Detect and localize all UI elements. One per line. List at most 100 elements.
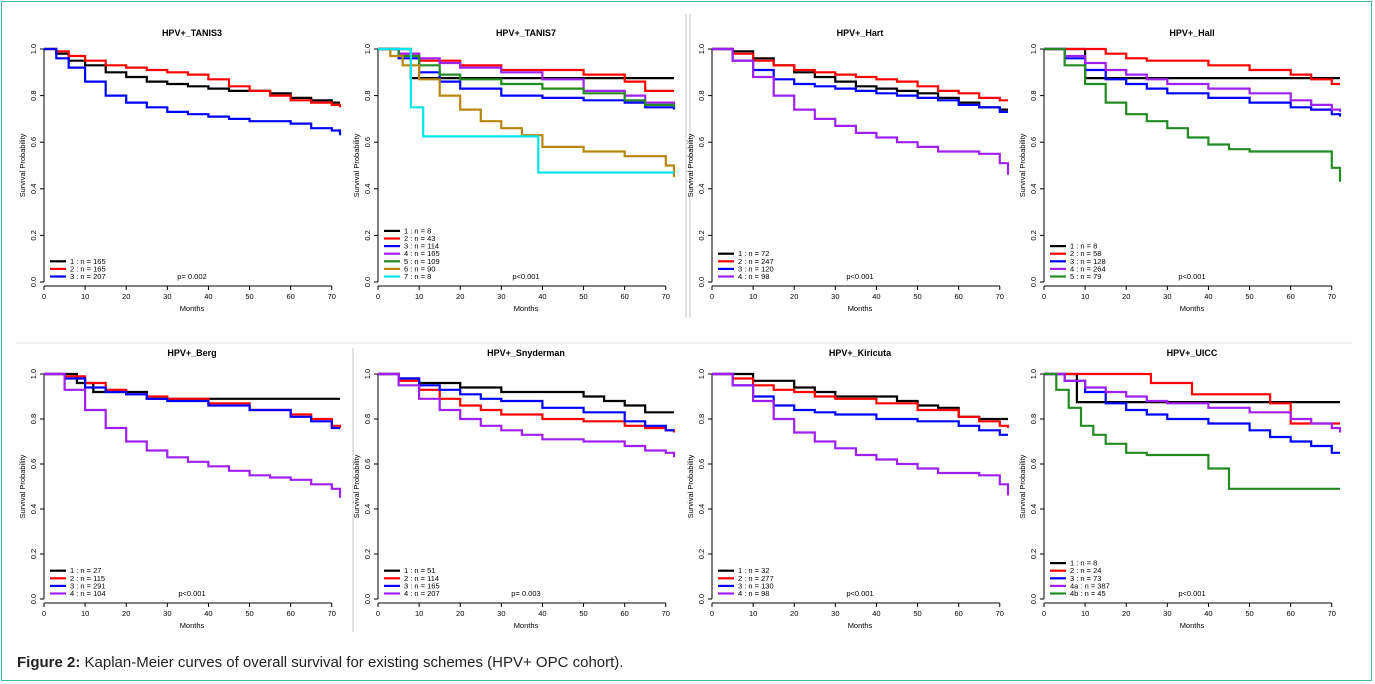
x-tick-label: 60 (1286, 609, 1294, 618)
x-tick-label: 0 (42, 609, 46, 618)
legend-label: 4 : n = 98 (738, 589, 769, 598)
y-tick-label: 0.6 (697, 137, 706, 147)
y-tick-label: 0.4 (29, 184, 38, 194)
x-tick-label: 50 (579, 609, 587, 618)
km-panel: HPV+_TANIS7 0.0 0.2 0.4 0.6 0.8 1.0 0 10 20 30 40 50… (352, 28, 676, 313)
y-tick-label: 0.8 (363, 414, 372, 424)
legend-label: 3 : n = 165 (404, 581, 440, 590)
x-tick-label: 70 (662, 292, 670, 301)
survival-curve (378, 372, 674, 414)
legend-label: 1 : n = 32 (738, 566, 769, 575)
y-tick-label: 0.4 (363, 504, 372, 514)
legend-label: 2 : n = 247 (738, 257, 774, 266)
y-tick-label: 0.8 (1029, 90, 1038, 100)
y-tick-label: 0.0 (363, 594, 372, 604)
y-tick-label: 0.4 (697, 504, 706, 514)
legend-label: 4 : n = 165 (404, 249, 440, 258)
x-tick-label: 10 (415, 609, 423, 618)
y-tick-label: 0.4 (1029, 184, 1038, 194)
y-tick-label: 0.6 (1029, 459, 1038, 469)
legend-label: 4 : n = 264 (1070, 264, 1106, 273)
legend-label: 1 : n = 51 (404, 566, 435, 575)
survival-curve (44, 372, 342, 498)
x-tick-label: 70 (328, 609, 336, 618)
panel-title: HPV+_UICC (1167, 348, 1218, 358)
x-tick-label: 0 (1042, 609, 1046, 618)
x-tick-label: 70 (662, 609, 670, 618)
x-tick-label: 50 (913, 292, 921, 301)
x-tick-label: 60 (954, 292, 962, 301)
y-axis-label: Survival Probability (1018, 133, 1027, 197)
legend-label: 2 : n = 165 (70, 264, 106, 273)
y-tick-label: 1.0 (697, 44, 706, 54)
survival-curve (712, 372, 1008, 436)
y-tick-label: 1.0 (363, 369, 372, 379)
y-tick-label: 1.0 (363, 44, 372, 54)
km-panel: HPV+_Berg 0.0 0.2 0.4 0.6 0.8 1.0 0 10 20 30 40 50 60… (18, 348, 342, 630)
y-tick-label: 0.4 (697, 184, 706, 194)
survival-curve (1044, 47, 1342, 182)
legend-label: 3 : n = 128 (1070, 257, 1106, 266)
p-value-label: p= 0.002 (177, 272, 206, 281)
legend-label: 6 : n = 90 (404, 264, 435, 273)
x-tick-label: 70 (996, 609, 1004, 618)
x-tick-label: 70 (996, 292, 1004, 301)
y-tick-label: 0.6 (363, 459, 372, 469)
legend-label: 2 : n = 277 (738, 574, 774, 583)
x-tick-label: 60 (286, 292, 294, 301)
y-tick-label: 0.0 (363, 277, 372, 287)
km-panel: HPV+_Snyderman 0.0 0.2 0.4 0.6 0.8 1.0 0 10 20 30 4… (352, 348, 676, 630)
panel-title: HPV+_Snyderman (487, 348, 565, 358)
x-tick-label: 20 (790, 609, 798, 618)
survival-curve (378, 372, 676, 458)
x-tick-label: 40 (204, 292, 212, 301)
legend-label: 2 : n = 43 (404, 234, 435, 243)
y-axis-label: Survival Probability (352, 133, 361, 197)
legend-label: 1 : n = 8 (404, 226, 431, 235)
y-tick-label: 0.2 (1029, 230, 1038, 240)
x-tick-label: 50 (1245, 609, 1253, 618)
x-tick-label: 60 (954, 609, 962, 618)
panel-title: HPV+_Kiricuta (829, 348, 892, 358)
x-tick-label: 30 (1163, 292, 1171, 301)
y-tick-label: 0.0 (1029, 594, 1038, 604)
legend-label: 4a : n = 387 (1070, 581, 1110, 590)
panel-title: HPV+_Hall (1169, 28, 1214, 38)
x-axis-label: Months (180, 304, 205, 313)
x-tick-label: 40 (1204, 292, 1212, 301)
panel-title: HPV+_TANIS3 (162, 28, 222, 38)
x-tick-label: 40 (538, 292, 546, 301)
y-tick-label: 0.6 (29, 137, 38, 147)
y-axis-label: Survival Probability (686, 133, 695, 197)
survival-curve (712, 47, 1008, 113)
survival-curve (1044, 47, 1340, 86)
x-tick-label: 60 (286, 609, 294, 618)
survival-curve (1044, 372, 1340, 425)
x-tick-label: 40 (204, 609, 212, 618)
survival-curve (1044, 372, 1342, 433)
figure-caption: Figure 2: Kaplan-Meier curves of overall… (17, 654, 623, 671)
y-axis-label: Survival Probability (352, 454, 361, 518)
km-panel: HPV+_Hart 0.0 0.2 0.4 0.6 0.8 1.0 0 10 20 30 40 50 60… (686, 28, 1010, 313)
x-tick-label: 70 (328, 292, 336, 301)
y-tick-label: 0.0 (29, 277, 38, 287)
survival-curve (712, 372, 1010, 496)
survival-curve (1044, 372, 1340, 490)
x-axis-label: Months (1180, 304, 1205, 313)
y-tick-label: 1.0 (29, 369, 38, 379)
x-tick-label: 50 (1245, 292, 1253, 301)
x-tick-label: 20 (1122, 292, 1130, 301)
x-tick-label: 0 (42, 292, 46, 301)
y-tick-label: 0.4 (29, 504, 38, 514)
x-tick-label: 30 (163, 292, 171, 301)
y-tick-label: 0.4 (363, 184, 372, 194)
y-tick-label: 0.2 (363, 549, 372, 559)
legend-label: 3 : n = 120 (738, 264, 774, 273)
p-value-label: p<0.001 (178, 589, 205, 598)
legend-label: 2 : n = 115 (70, 574, 105, 583)
legend-label: 3 : n = 73 (1070, 574, 1101, 583)
legend-label: 2 : n = 58 (1070, 249, 1101, 258)
p-value-label: p<0.001 (1178, 272, 1205, 281)
survival-curve (1044, 47, 1342, 117)
